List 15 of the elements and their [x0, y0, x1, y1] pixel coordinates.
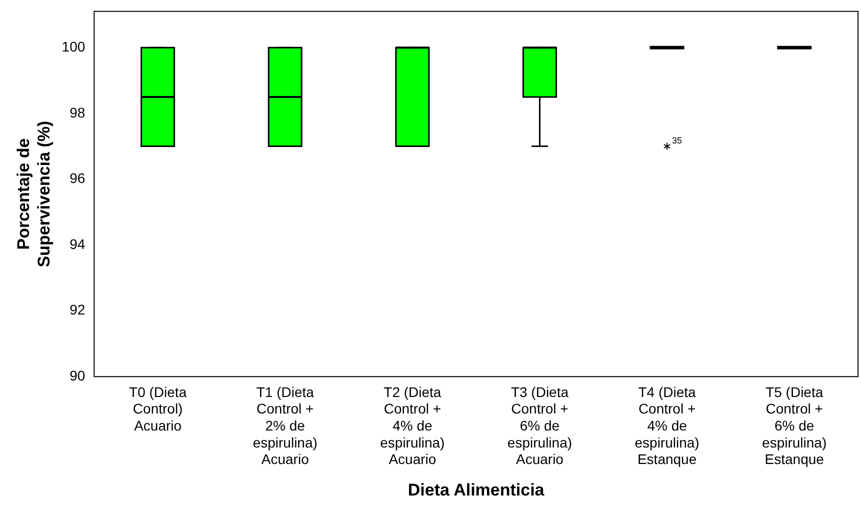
x-tick-label: T3 (Dieta Control + 6% de espirulina) Acuario [507, 384, 572, 468]
y-axis-title: Porcentaje de Supervivencia (%) [14, 120, 54, 268]
y-tick-label: 94 [70, 236, 86, 252]
x-tick-label: T0 (Dieta Control) Acuario [129, 384, 187, 434]
x-tick-label: T5 (Dieta Control + 6% de espirulina) Estanque [762, 384, 827, 468]
y-tick-label: 90 [70, 367, 86, 384]
y-tick-label: 98 [70, 104, 86, 120]
y-tick-label: 96 [70, 170, 86, 186]
x-tick-label: T2 (Dieta Control + 4% de espirulina) Acuario [380, 384, 445, 468]
x-axis-title: Dieta Alimenticia [408, 480, 545, 500]
y-tick-label: 100 [62, 38, 86, 54]
y-tick-label: 92 [70, 302, 86, 318]
annotation: 35 [672, 135, 682, 146]
x-tick-label: T1 (Dieta Control + 2% de espirulina) Acuario [252, 384, 318, 468]
x-tick-label: T4 (Dieta Control + 4% de espirulina) Estanque [634, 384, 700, 468]
